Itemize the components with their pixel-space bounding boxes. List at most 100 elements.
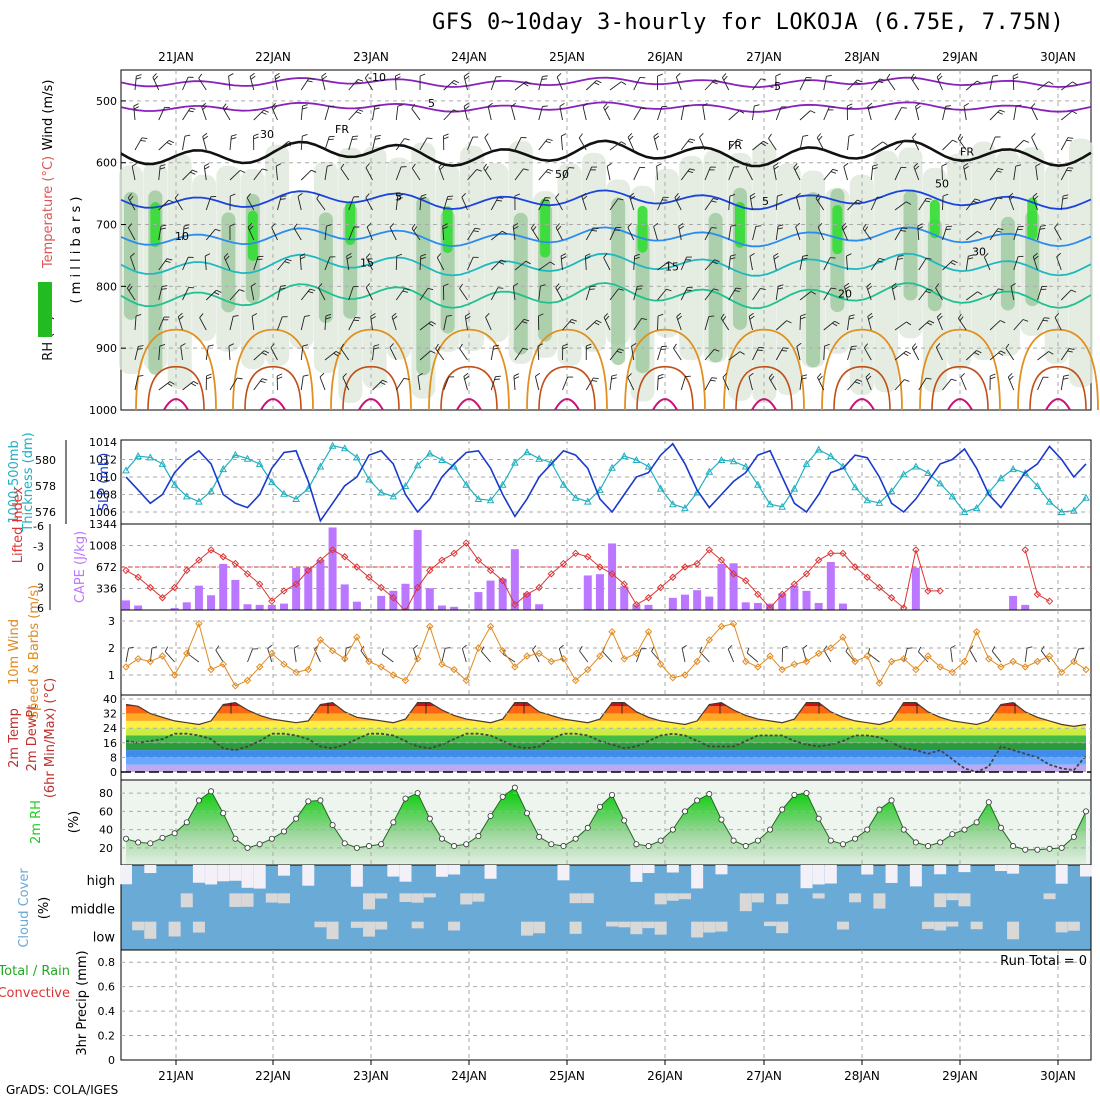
- wind10m-point: [875, 679, 884, 687]
- wind-barb: [182, 169, 198, 181]
- wind-barb: [348, 196, 360, 211]
- wind-barb: [935, 283, 943, 301]
- wind10m-point: [863, 652, 871, 660]
- rh-point: [1083, 808, 1090, 815]
- lifted-index-point: [511, 600, 519, 609]
- cloud-block: [739, 893, 752, 912]
- wind-barb: [293, 223, 302, 241]
- wind-barb: [847, 199, 863, 211]
- rh-point: [694, 797, 701, 804]
- wind-barb: [411, 223, 421, 241]
- lifted-index-point: [584, 553, 592, 561]
- wind-barb: [844, 282, 850, 301]
- cloud-block: [873, 893, 886, 909]
- lifted-index-axis-label: Lifted Index: [11, 486, 26, 563]
- wind-barb: [435, 343, 445, 361]
- wind-barb: [823, 287, 837, 301]
- rh-shading: [460, 145, 485, 352]
- wind-barb: [935, 343, 943, 361]
- cape-bar: [292, 567, 301, 610]
- wind-barb: [182, 134, 191, 151]
- wind-barb: [251, 313, 258, 331]
- cloud-block: [423, 893, 436, 898]
- temp-contour-25: [624, 328, 706, 411]
- wind10m-point: [280, 660, 288, 668]
- wind-barb: [989, 74, 999, 91]
- wind-barb: [704, 315, 715, 331]
- wind-barb: [989, 373, 996, 391]
- wind-barb: [894, 201, 912, 211]
- cape-bar: [741, 602, 750, 610]
- wind10m-barb: [727, 644, 735, 663]
- thickness-point: [1045, 497, 1054, 505]
- wind10m-point: [523, 652, 531, 660]
- wind-barb: [205, 373, 212, 391]
- wind10m-point: [158, 652, 167, 660]
- cape-bar: [705, 596, 714, 610]
- cloud-block: [1055, 921, 1068, 933]
- rh-shading: [947, 153, 972, 370]
- wind10m-point: [596, 652, 604, 660]
- rh-shading: [903, 190, 918, 301]
- wind10m-barb: [918, 646, 929, 663]
- temperature-band: [126, 728, 1086, 736]
- cloud-block: [1007, 865, 1020, 874]
- wind-barb: [274, 72, 281, 91]
- wind-barb: [823, 320, 840, 331]
- wind10m-barb: [823, 645, 832, 663]
- wind-barb: [134, 137, 148, 151]
- wind-barb: [229, 193, 236, 211]
- wind-barb: [417, 373, 423, 391]
- wind-barb: [627, 223, 635, 241]
- thickness-point: [875, 498, 884, 506]
- wind10m-point: [802, 657, 811, 666]
- thickness-point: [644, 462, 653, 470]
- cloud-block: [861, 865, 874, 875]
- wind-barb: [229, 134, 237, 151]
- wind-barb: [556, 72, 563, 91]
- thickness-point: [1057, 507, 1066, 515]
- wind-barb: [680, 104, 690, 121]
- slp-tick-label: 1006: [89, 506, 117, 519]
- temp-contour-35: [849, 398, 875, 411]
- cape-axis-label: CAPE (J/kg): [73, 531, 88, 603]
- wind10m-point: [122, 663, 130, 671]
- wind-barb: [1037, 317, 1050, 331]
- wind10m-barb: [215, 645, 224, 663]
- rh-point: [195, 797, 202, 804]
- wind-barb: [348, 285, 359, 301]
- wind-barb: [894, 321, 912, 331]
- wind10m-point: [584, 665, 592, 674]
- temperature-axis-label: Temperature (°C): [41, 156, 56, 269]
- lifted-index-point: [693, 559, 701, 568]
- lifted-index-point: [486, 566, 495, 575]
- wind10m-point: [814, 649, 823, 658]
- wind-barb: [555, 223, 563, 241]
- cloud-block: [934, 865, 947, 875]
- wind-barb: [436, 253, 445, 271]
- rh-tick-label: 40: [99, 824, 113, 837]
- cape-bar: [425, 588, 434, 610]
- wind-barb: [918, 377, 932, 391]
- wind10m-point: [632, 649, 641, 658]
- cloud-block: [460, 893, 473, 905]
- wind-barb: [562, 343, 568, 361]
- temp-contour-30: [636, 365, 694, 411]
- rh-point: [135, 839, 142, 846]
- wind-barb: [585, 320, 602, 331]
- cape-bar: [474, 592, 483, 610]
- temp-contour-30: [440, 365, 498, 411]
- temp-contour-minus5: [120, 101, 1092, 113]
- lifted-index-point: [644, 594, 653, 602]
- wind-barb: [555, 193, 563, 211]
- wind10m-barb: [867, 648, 880, 663]
- wind-barb: [936, 72, 943, 91]
- temp-contour-35: [1045, 398, 1071, 411]
- cape-bar: [328, 527, 337, 610]
- temp-contour-35: [260, 398, 286, 411]
- rh-point: [524, 810, 531, 817]
- wind-barb: [917, 223, 924, 241]
- lifted-index-point: [280, 587, 288, 595]
- top-date-label: 29JAN: [942, 50, 978, 64]
- wind-barb: [942, 193, 949, 211]
